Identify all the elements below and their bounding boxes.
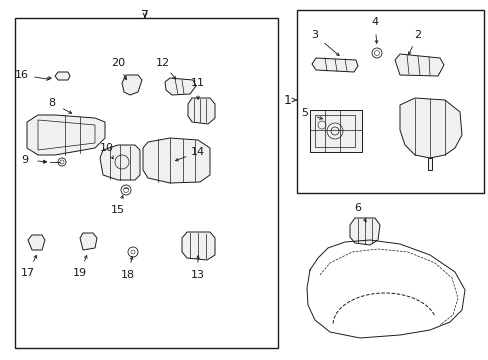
Text: 13: 13 bbox=[191, 270, 204, 280]
Text: 10: 10 bbox=[100, 143, 114, 153]
Polygon shape bbox=[399, 98, 461, 158]
Polygon shape bbox=[80, 233, 97, 250]
Polygon shape bbox=[182, 232, 215, 260]
Text: 17: 17 bbox=[21, 268, 35, 278]
Bar bbox=[15, 18, 278, 348]
Text: 8: 8 bbox=[48, 98, 56, 108]
Polygon shape bbox=[28, 235, 45, 250]
Polygon shape bbox=[142, 138, 209, 183]
Text: 12: 12 bbox=[156, 58, 170, 68]
Bar bbox=[296, 10, 483, 193]
Text: 11: 11 bbox=[191, 78, 204, 88]
Text: 19: 19 bbox=[73, 268, 87, 278]
Bar bbox=[314, 115, 354, 147]
Polygon shape bbox=[27, 115, 105, 155]
Text: 3: 3 bbox=[311, 30, 318, 40]
Text: 18: 18 bbox=[121, 270, 135, 280]
Polygon shape bbox=[164, 78, 196, 95]
Text: 7: 7 bbox=[141, 9, 149, 22]
Bar bbox=[309, 110, 361, 152]
Polygon shape bbox=[394, 54, 443, 76]
Polygon shape bbox=[349, 218, 379, 245]
Polygon shape bbox=[55, 72, 70, 80]
Polygon shape bbox=[311, 58, 357, 72]
Polygon shape bbox=[100, 145, 140, 180]
Text: 14: 14 bbox=[190, 147, 204, 157]
Text: 5: 5 bbox=[301, 108, 308, 118]
Polygon shape bbox=[427, 158, 431, 170]
Text: 6: 6 bbox=[354, 203, 361, 213]
Polygon shape bbox=[122, 75, 142, 95]
Text: 2: 2 bbox=[414, 30, 421, 40]
Text: 1: 1 bbox=[284, 94, 291, 107]
Polygon shape bbox=[187, 98, 215, 124]
Text: 20: 20 bbox=[111, 58, 125, 68]
Text: 16: 16 bbox=[15, 70, 29, 80]
Text: 9: 9 bbox=[21, 155, 28, 165]
Text: 4: 4 bbox=[371, 17, 378, 27]
Text: 15: 15 bbox=[111, 205, 125, 215]
